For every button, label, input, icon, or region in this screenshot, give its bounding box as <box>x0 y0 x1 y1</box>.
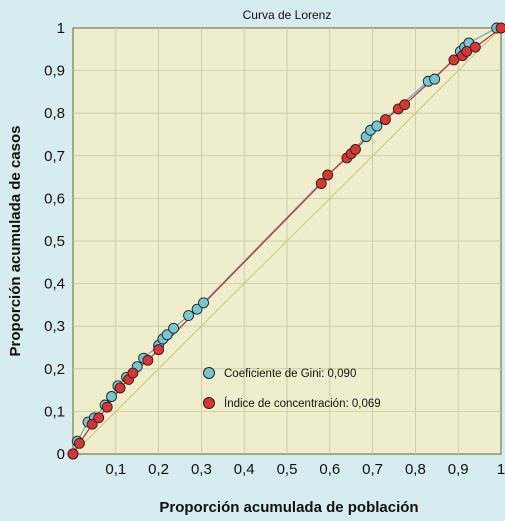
data-point-series-1 <box>322 169 334 181</box>
x-axis-ticks: 0,1 0,2 0,3 0,4 0,5 0,6 0,7 0,8 0,9 1 <box>105 461 505 478</box>
x-tick-label: 0,5 <box>277 461 298 478</box>
x-tick-label: 0,7 <box>362 461 383 478</box>
legend-label-concentration: Índice de concentración: 0,069 <box>224 397 381 410</box>
chart-title: Curva de Lorenz <box>243 8 332 22</box>
equality-line <box>72 27 502 455</box>
data-point-series-1 <box>67 448 79 460</box>
y-tick-label: 0,4 <box>44 276 65 293</box>
x-axis-label: Proporción acumulada de población <box>159 499 418 516</box>
y-tick-label: 1 <box>57 20 65 37</box>
data-point-series-0 <box>371 120 383 132</box>
y-tick-label: 0,9 <box>44 63 65 80</box>
y-tick-label: 0,3 <box>44 318 65 335</box>
data-point-series-1 <box>399 99 411 111</box>
x-tick-label: 0,2 <box>148 461 169 478</box>
y-tick-label: 0,2 <box>44 361 65 378</box>
legend-marker-gini <box>203 367 215 379</box>
x-tick-label: 0,6 <box>319 461 340 478</box>
data-point-series-0 <box>106 391 117 402</box>
data-point-series-1 <box>448 54 460 66</box>
y-tick-label: 0,5 <box>44 233 65 250</box>
legend-marker-concentration <box>203 397 215 409</box>
data-point-series-1 <box>101 401 113 413</box>
data-point-series-1 <box>93 412 105 424</box>
series-points <box>67 22 505 460</box>
data-point-series-1 <box>73 437 85 449</box>
data-point-series-0 <box>168 322 180 334</box>
data-point-series-1 <box>495 22 505 34</box>
x-tick-label: 1 <box>497 461 505 478</box>
data-point-series-1 <box>114 382 126 394</box>
x-tick-label: 0,4 <box>234 461 255 478</box>
y-tick-label: 0,7 <box>44 148 65 165</box>
data-point-series-0 <box>429 73 441 85</box>
y-axis-ticks: 0 0,1 0,2 0,3 0,4 0,5 0,6 0,7 0,8 0,9 1 <box>44 20 65 463</box>
data-point-series-0 <box>161 329 173 341</box>
y-tick-label: 0,6 <box>44 190 65 207</box>
data-point-series-1 <box>127 367 139 379</box>
x-tick-label: 0,3 <box>191 461 212 478</box>
data-point-series-1 <box>153 344 165 356</box>
legend: Coeficiente de Gini: 0,090 Índice de con… <box>203 367 381 410</box>
data-point-series-1 <box>315 178 327 189</box>
x-tick-label: 0,9 <box>448 461 469 478</box>
data-point-series-0 <box>198 297 209 309</box>
y-tick-label: 0,8 <box>44 105 65 122</box>
legend-label-gini: Coeficiente de Gini: 0,090 <box>224 368 356 380</box>
y-tick-label: 0,1 <box>44 403 65 420</box>
y-axis-label: Proporción acumulada de casos <box>7 126 24 357</box>
data-point-series-0 <box>191 303 203 315</box>
data-point-series-0 <box>183 310 195 321</box>
x-tick-label: 0,8 <box>405 461 426 478</box>
x-tick-label: 0,1 <box>105 461 126 478</box>
data-point-series-1 <box>461 45 473 57</box>
y-tick-label: 0 <box>57 446 65 463</box>
data-point-series-1 <box>142 354 154 366</box>
data-point-series-1 <box>379 114 391 126</box>
data-point-series-1 <box>469 41 481 53</box>
data-point-series-1 <box>86 418 98 430</box>
data-point-series-1 <box>350 143 361 155</box>
